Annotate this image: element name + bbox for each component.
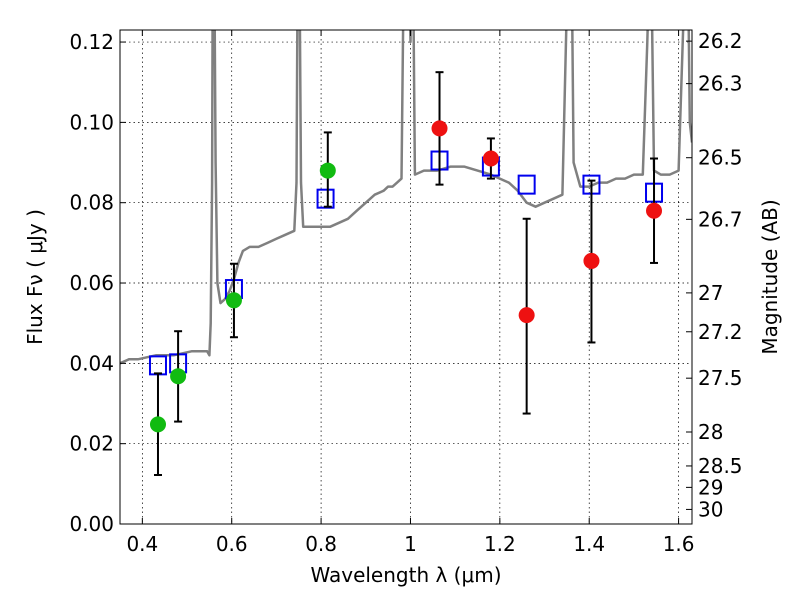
y-tick-label: 0.12 xyxy=(69,30,114,54)
model-photometry-square xyxy=(316,188,335,209)
y-tick-label: 0.04 xyxy=(69,351,114,375)
mag-tick-label: 26.3 xyxy=(698,72,743,96)
plot-data xyxy=(120,30,692,477)
observed-flux-point xyxy=(149,416,166,433)
mag-tick-label: 29 xyxy=(698,475,723,499)
y-tick-label: 0.02 xyxy=(69,432,114,456)
mag-tick-label: 27.2 xyxy=(698,320,743,344)
y-axis-label: Flux Fν ( μJy ) xyxy=(23,209,47,345)
plot-frame xyxy=(119,29,693,525)
observed-flux-point xyxy=(518,307,535,324)
x-tick-label: 0.4 xyxy=(126,532,158,556)
mag-tick-label: 27 xyxy=(698,281,723,305)
y-tick-label: 0.08 xyxy=(69,191,114,215)
x-tick-label: 1.2 xyxy=(484,532,516,556)
mag-tick-label: 28 xyxy=(698,420,723,444)
mag-tick-label: 27.5 xyxy=(698,366,743,390)
x-tick-label: 1 xyxy=(404,532,417,556)
observed-flux-point xyxy=(170,368,187,385)
x-tick-label: 1.6 xyxy=(663,532,695,556)
observed-flux-point xyxy=(431,120,448,137)
x-tick-label: 0.6 xyxy=(216,532,248,556)
x-tick-label: 0.8 xyxy=(305,532,337,556)
model-spectrum-line xyxy=(120,30,692,365)
mag-tick-label: 26.5 xyxy=(698,146,743,170)
y-axis-right-label: Magnitude (AB) xyxy=(758,199,782,354)
observed-flux-point xyxy=(225,292,242,309)
y-tick-label: 0.06 xyxy=(69,271,114,295)
observed-flux-point xyxy=(482,150,499,167)
observed-flux-point xyxy=(583,252,600,269)
axis-ticks: 0.4 0.6 0.8 1 1.2 1.4 1.6 0.00 0.02 0.04 0.06 0.08 0… xyxy=(69,29,742,556)
x-axis-label: Wavelength λ (μm) xyxy=(310,563,501,587)
mag-tick-label: 28.5 xyxy=(698,454,743,478)
model-photometry-square xyxy=(148,355,167,376)
mag-tick-label: 30 xyxy=(698,497,723,521)
model-photometry-square xyxy=(517,174,536,195)
observed-flux-point xyxy=(319,162,336,179)
mag-tick-label: 26.7 xyxy=(698,207,743,231)
y-tick-label: 0.10 xyxy=(69,110,114,134)
observed-flux-point xyxy=(646,202,663,219)
grid-lines xyxy=(120,30,692,525)
mag-tick-label: 26.2 xyxy=(698,29,743,53)
y-tick-label: 0.00 xyxy=(69,512,114,536)
x-tick-label: 1.4 xyxy=(573,532,605,556)
